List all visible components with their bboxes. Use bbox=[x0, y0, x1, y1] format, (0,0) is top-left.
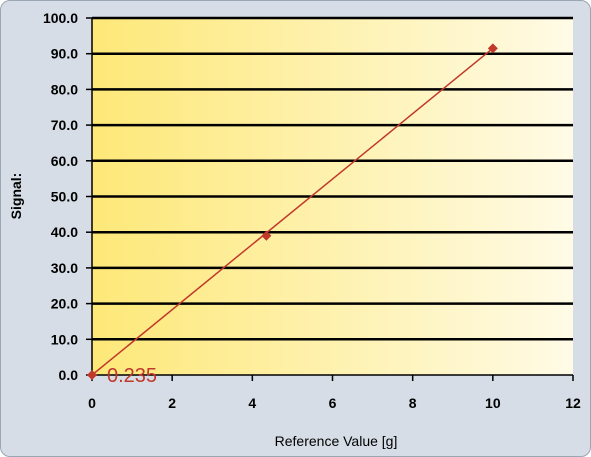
y-tick-label: 80.0 bbox=[51, 81, 78, 97]
x-tick-label: 12 bbox=[565, 395, 581, 411]
y-tick-label: 50.0 bbox=[51, 189, 78, 205]
intercept-annotation: 0.235 bbox=[107, 365, 157, 387]
data-point bbox=[87, 370, 97, 380]
y-tick-label: 100.0 bbox=[43, 10, 78, 26]
y-tick-labels: 0.0 10.0 20.0 30.0 40.0 50.0 60.0 70.0 80.0 90.0 1… bbox=[43, 10, 78, 383]
x-tick-label: 0 bbox=[88, 395, 96, 411]
y-tick-label: 0.0 bbox=[59, 367, 79, 383]
x-tick-label: 8 bbox=[409, 395, 417, 411]
y-tick-label: 40.0 bbox=[51, 224, 78, 240]
x-tick-label: 2 bbox=[168, 395, 176, 411]
x-tick-label: 4 bbox=[248, 395, 256, 411]
y-tick-label: 10.0 bbox=[51, 331, 78, 347]
y-tick-label: 20.0 bbox=[51, 296, 78, 312]
x-tick-label: 10 bbox=[485, 395, 501, 411]
y-tick-label: 70.0 bbox=[51, 117, 78, 133]
data-series bbox=[87, 43, 498, 380]
x-tick-labels: 0 2 4 6 8 10 12 bbox=[88, 395, 581, 411]
x-axis-title: Reference Value [g] bbox=[275, 433, 398, 449]
data-point bbox=[261, 230, 272, 241]
y-tick-label: 30.0 bbox=[51, 260, 78, 276]
fit-line bbox=[91, 47, 494, 376]
x-tick-label: 6 bbox=[329, 395, 337, 411]
data-point bbox=[487, 43, 498, 54]
y-tick-label: 60.0 bbox=[51, 153, 78, 169]
gridlines bbox=[92, 16, 573, 341]
y-tick-label: 90.0 bbox=[51, 46, 78, 62]
y-axis-title: Signal: bbox=[8, 173, 24, 220]
